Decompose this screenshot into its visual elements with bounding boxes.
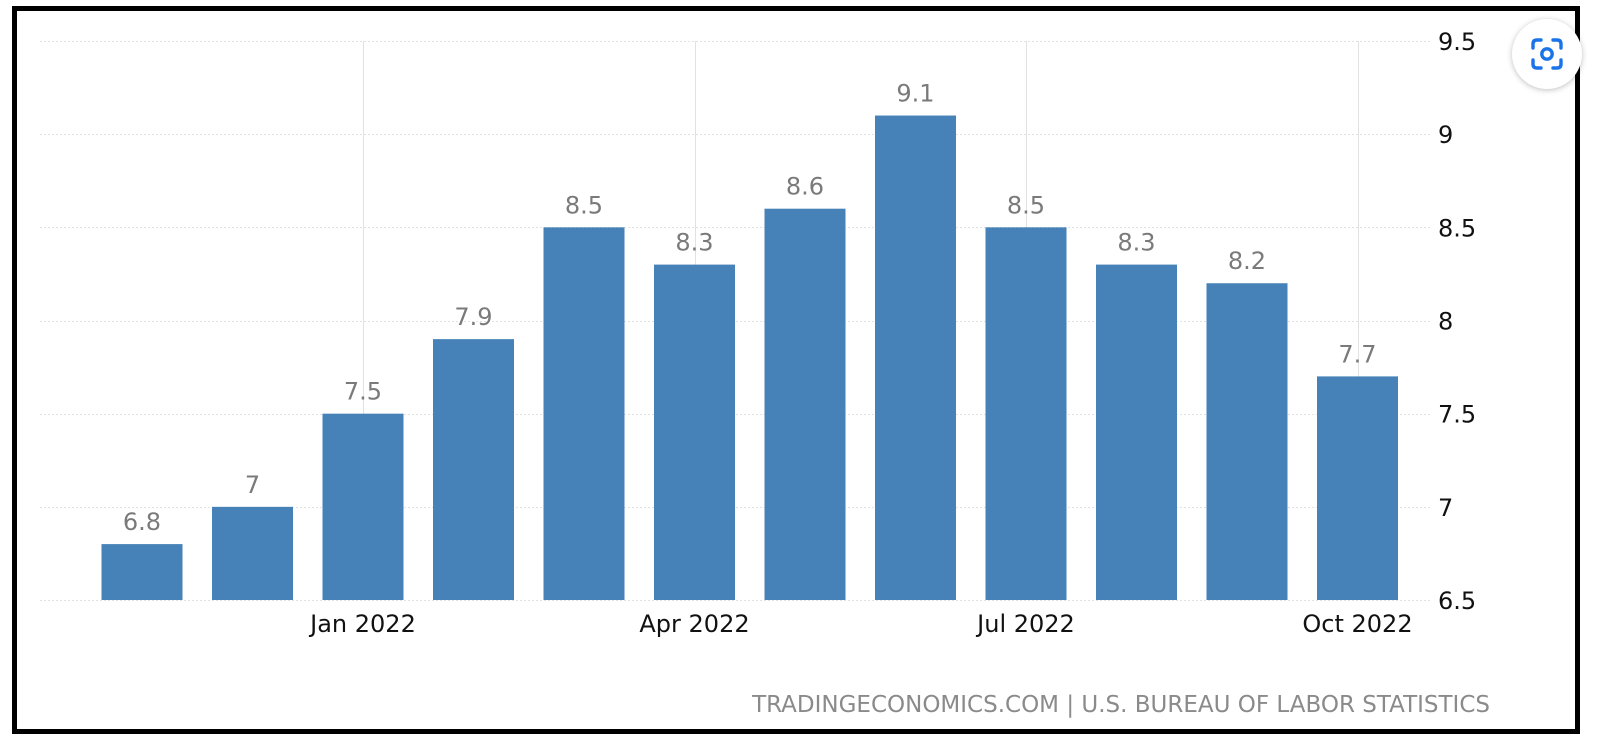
data-label: 8.3 — [675, 229, 713, 257]
bar — [322, 413, 404, 600]
y-tick-label: 8 — [1438, 308, 1453, 336]
data-label: 8.5 — [565, 191, 603, 219]
data-label: 7 — [245, 471, 260, 499]
data-label: 8.6 — [786, 173, 824, 201]
bar — [1206, 283, 1288, 600]
bar — [101, 544, 183, 600]
y-tick-label: 7 — [1438, 494, 1453, 522]
x-tick-label: Oct 2022 — [1302, 610, 1412, 638]
bar — [1317, 376, 1398, 600]
y-axis: 6.5 7 7.5 8 8.5 9 9.5 — [1438, 28, 1476, 615]
bar — [1096, 264, 1177, 600]
data-label: 8.5 — [1007, 191, 1045, 219]
bars — [101, 115, 1398, 601]
bar — [654, 264, 735, 600]
lens-icon — [1531, 38, 1563, 70]
bar — [875, 115, 956, 601]
bar — [764, 208, 846, 600]
data-label: 8.3 — [1117, 229, 1155, 257]
x-tick-label: Apr 2022 — [639, 610, 749, 638]
x-tick-label: Jan 2022 — [308, 610, 416, 638]
y-tick-label: 7.5 — [1438, 401, 1476, 429]
y-tick-label: 9.5 — [1438, 28, 1476, 56]
data-label: 7.5 — [344, 378, 382, 406]
lens-button[interactable] — [1512, 19, 1582, 89]
data-label: 6.8 — [123, 508, 161, 536]
y-tick-label: 6.5 — [1438, 587, 1476, 615]
x-tick-label: Jul 2022 — [975, 610, 1075, 638]
bar — [212, 506, 293, 600]
bar — [433, 339, 514, 600]
source-attribution: TRADINGECONOMICS.COM | U.S. BUREAU OF LA… — [751, 692, 1490, 718]
data-label: 7.9 — [454, 303, 492, 331]
data-labels: 6.8 7 7.5 7.9 8.5 8.3 8.6 9.1 8.5 8.3 8.2 7.7 — [123, 80, 1377, 537]
bar — [985, 227, 1067, 601]
data-label: 9.1 — [896, 80, 934, 108]
data-label: 7.7 — [1338, 340, 1376, 368]
x-axis: Jan 2022 Apr 2022 Jul 2022 Oct 2022 — [308, 610, 1412, 638]
y-tick-label: 9 — [1438, 121, 1453, 149]
data-label: 8.2 — [1228, 247, 1266, 275]
y-tick-label: 8.5 — [1438, 214, 1476, 242]
bar — [543, 227, 625, 601]
